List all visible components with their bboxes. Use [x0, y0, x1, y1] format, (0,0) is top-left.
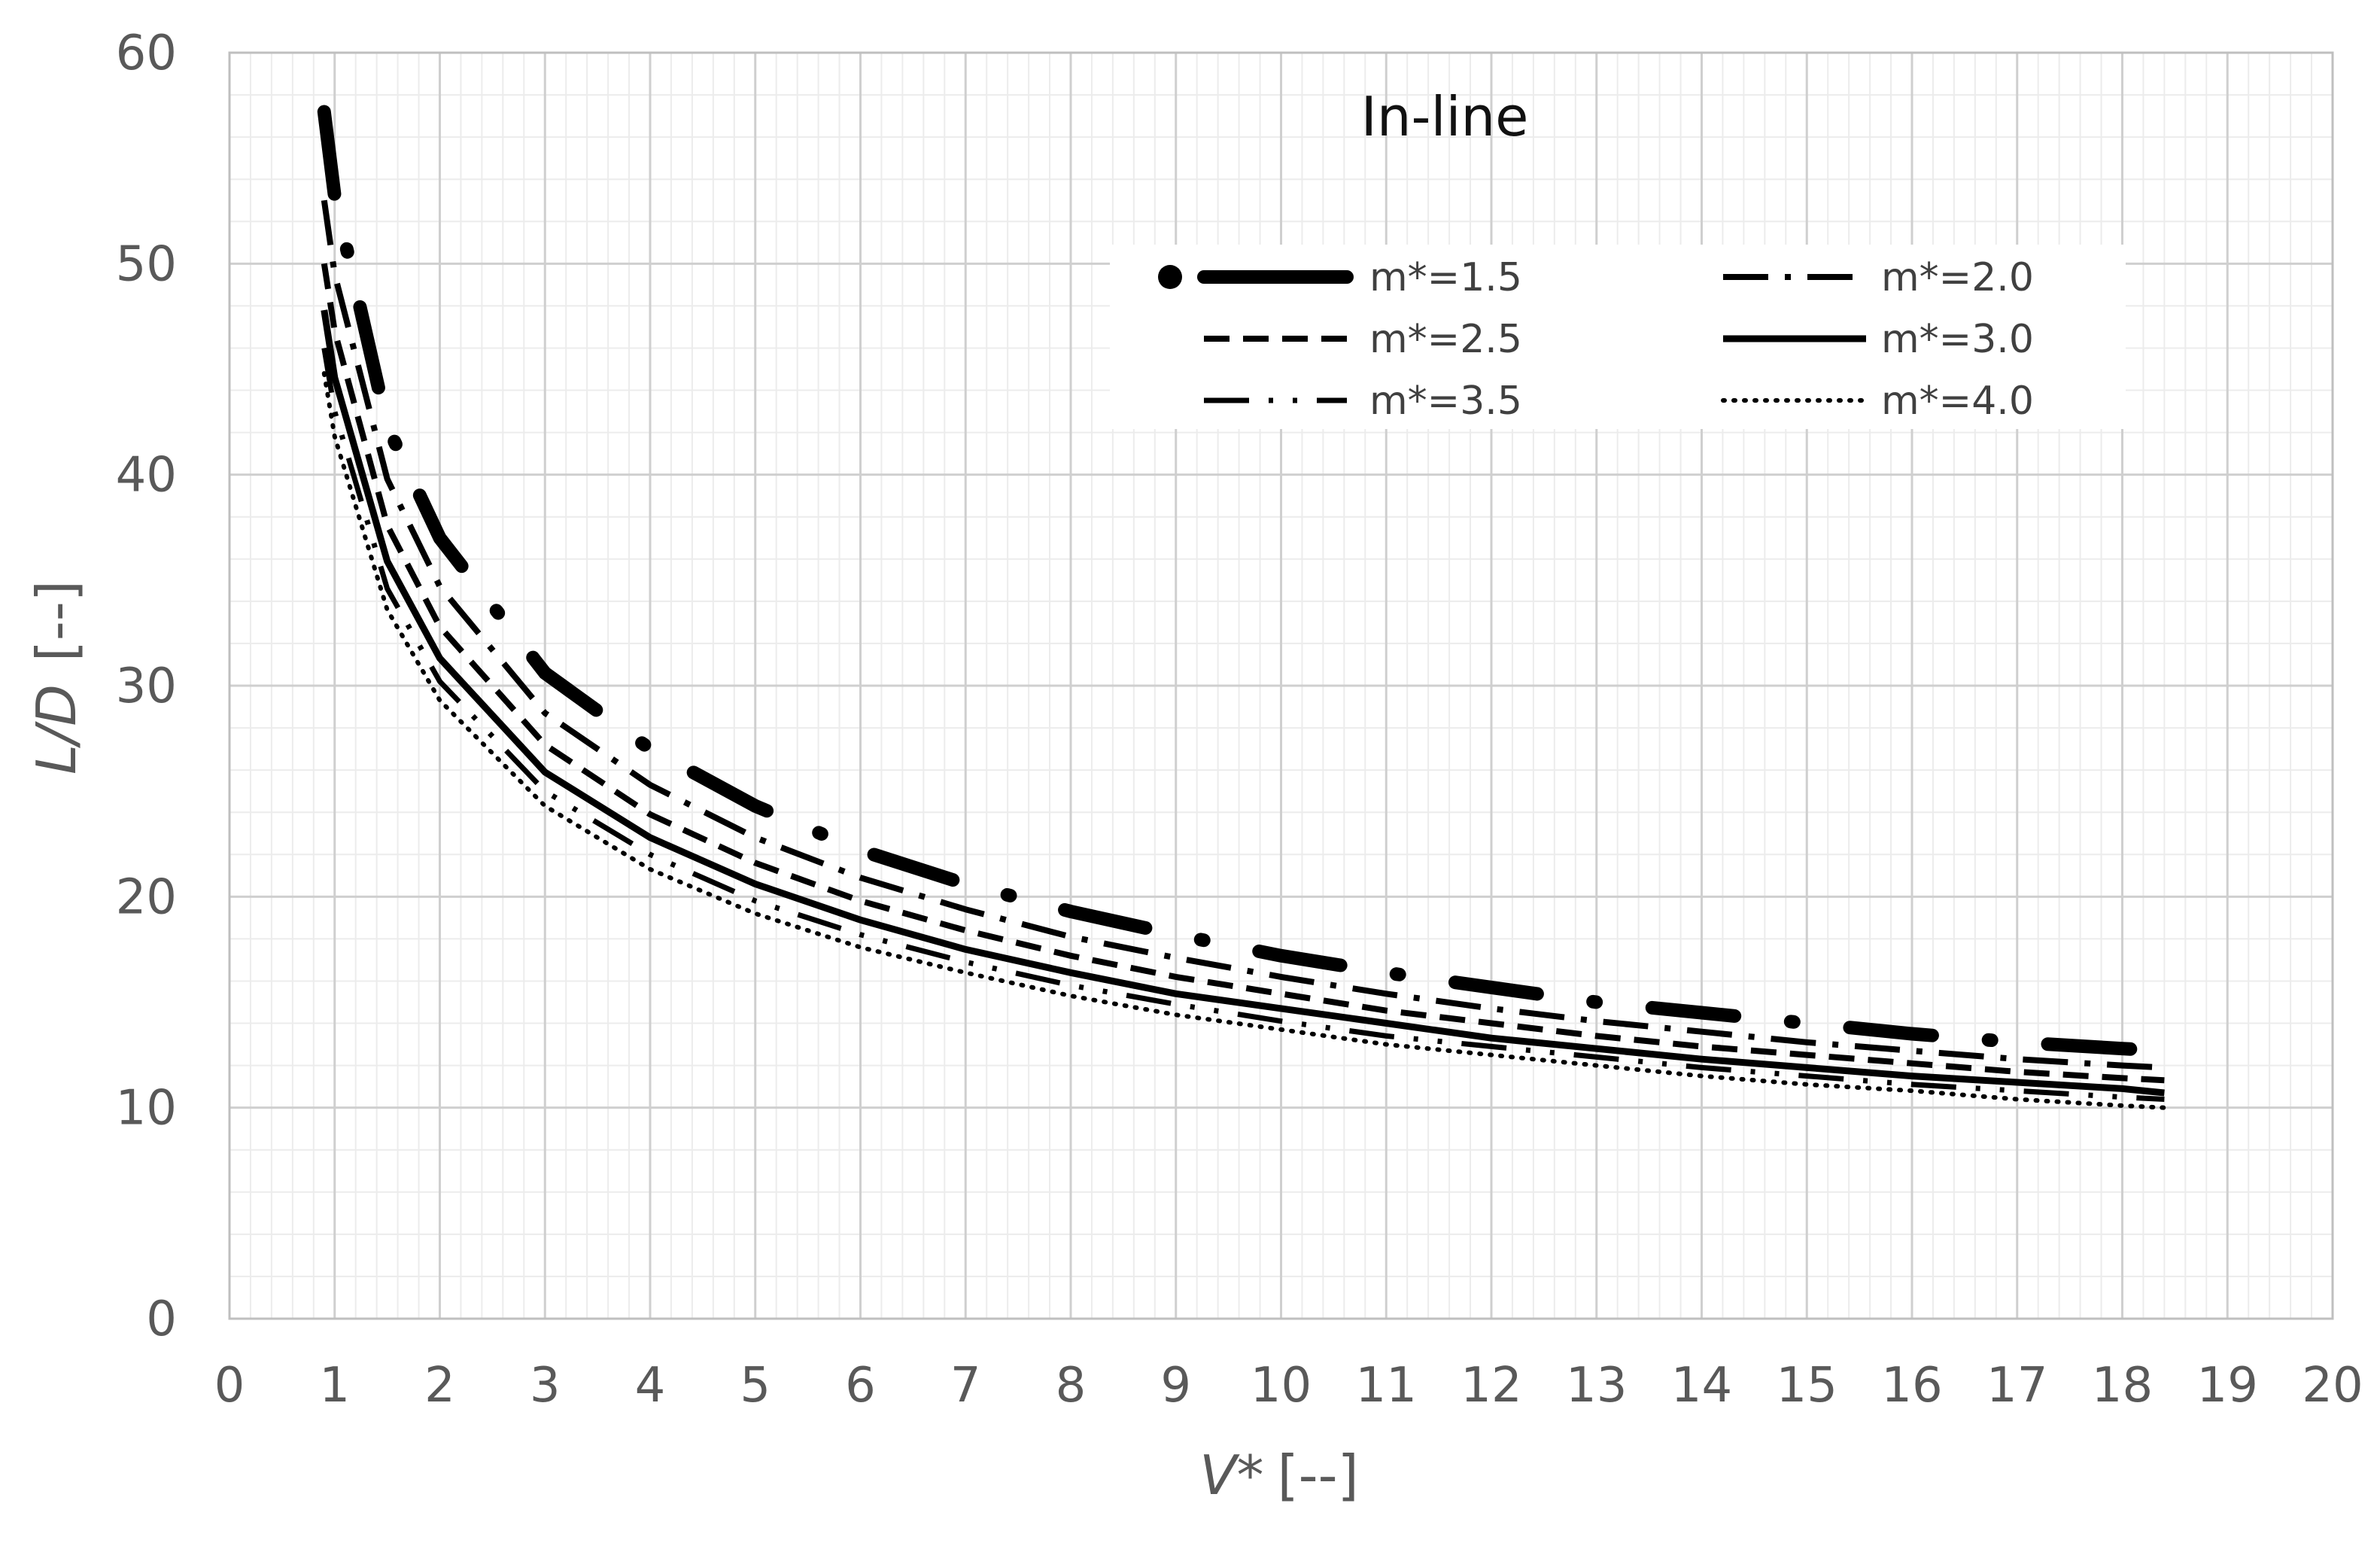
chart-annotation: In-line [1361, 85, 1529, 148]
x-tick-label: 1 [319, 1358, 350, 1414]
x-tick-label: 16 [1881, 1358, 1942, 1414]
y-tick-label: 10 [116, 1081, 177, 1137]
x-tick-label: 11 [1356, 1358, 1417, 1414]
legend-label-4: m*=3.0 [1881, 317, 2034, 362]
y-tick-label: 0 [146, 1292, 177, 1347]
legend-marker-dot [1158, 265, 1182, 289]
x-tick-label: 14 [1671, 1358, 1732, 1414]
y-tick-label: 60 [116, 26, 177, 81]
y-tick-label: 30 [116, 659, 177, 714]
y-axis-title: L/D [--] [25, 580, 88, 774]
series-line-2 [321, 199, 2165, 1071]
x-tick-label: 18 [2092, 1358, 2153, 1414]
x-tick-label: 15 [1777, 1358, 1837, 1414]
x-tick-label: 3 [530, 1358, 561, 1414]
x-tick-label: 4 [635, 1358, 666, 1414]
y-tick-label: 20 [116, 869, 177, 925]
x-tick-label: 0 [214, 1358, 245, 1414]
legend-label-6: m*=4.0 [1881, 379, 2034, 424]
x-tick-label: 8 [1056, 1358, 1087, 1414]
x-axis-title: V* [--] [1199, 1444, 1358, 1507]
y-axis-title-main: L/D [25, 684, 88, 774]
x-axis-title-main: V* [1199, 1444, 1263, 1507]
x-tick-label: 7 [950, 1358, 981, 1414]
plot-area-border [228, 51, 2334, 1320]
x-tick-label: 6 [845, 1358, 876, 1414]
x-tick-label: 17 [1986, 1358, 2047, 1414]
series-line-4 [321, 309, 2165, 1097]
legend-label-2: m*=2.0 [1881, 255, 2034, 300]
legend-label-5: m*=3.5 [1369, 379, 1522, 424]
series-line-6 [321, 371, 2167, 1110]
legend-label-3: m*=2.5 [1369, 317, 1522, 362]
x-tick-label: 19 [2197, 1358, 2258, 1414]
series-line-1 [317, 105, 2172, 1057]
y-axis-title-unit: [--] [25, 580, 88, 662]
x-tick-label: 13 [1566, 1358, 1627, 1414]
x-tick-label: 20 [2302, 1358, 2363, 1414]
x-axis-title-unit: [--] [1278, 1444, 1359, 1507]
series-line-3 [321, 263, 2165, 1084]
x-tick-label: 9 [1160, 1358, 1191, 1414]
x-tick-label: 2 [424, 1358, 455, 1414]
legend: m*=1.5 m*=2.0 m*=2.5 m*=3.0 m*=3.5 m*=4.0 [1110, 245, 2126, 429]
series-line-5 [321, 347, 2165, 1102]
x-tick-label: 10 [1251, 1358, 1312, 1414]
y-tick-label: 40 [116, 448, 177, 504]
y-tick-label: 50 [116, 236, 177, 292]
x-tick-label: 5 [740, 1358, 771, 1414]
x-tick-label: 12 [1461, 1358, 1521, 1414]
legend-label-1: m*=1.5 [1369, 255, 1522, 300]
